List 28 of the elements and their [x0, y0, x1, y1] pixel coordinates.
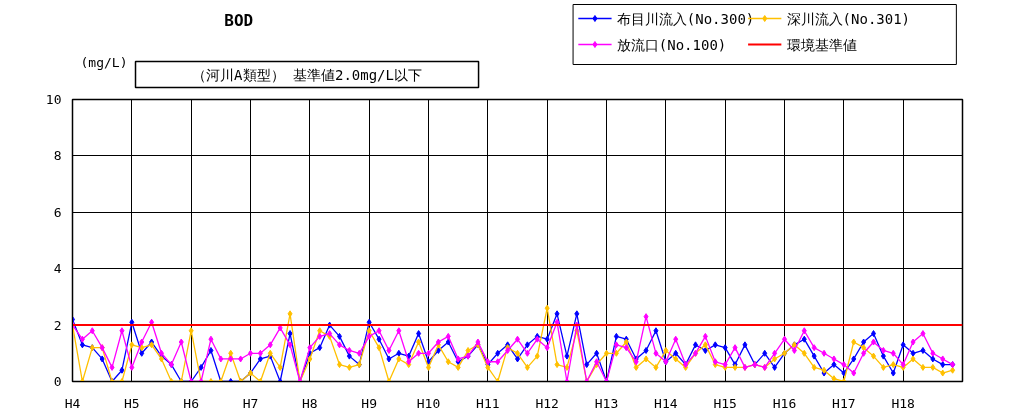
chart-title: BOD — [224, 11, 254, 30]
x-tick-label: H17 — [832, 395, 856, 411]
x-tick-label: H8 — [302, 395, 318, 411]
y-tick-label: 10 — [45, 92, 62, 107]
y-tick-label: 6 — [53, 204, 62, 220]
x-tick-label: H9 — [361, 395, 377, 411]
legend-label: 環境基準値 — [786, 36, 857, 53]
text: （河川A類型） 基準値2.0mg/L以下 — [192, 66, 422, 83]
legend-label: 布目川流入(No.300) — [616, 10, 755, 27]
x-tick-label: H15 — [713, 395, 737, 411]
x-tick-label: H10 — [416, 395, 441, 411]
y-tick-label: 4 — [53, 261, 62, 277]
y-axis-title: (mg/L) — [80, 55, 128, 70]
x-tick-label: H16 — [772, 395, 797, 411]
y-tick-label: 2 — [53, 317, 62, 333]
x-tick-label: H18 — [891, 395, 915, 411]
x-tick-label: H4 — [64, 395, 81, 411]
x-tick-label: H11 — [476, 395, 500, 411]
x-tick-label: H6 — [183, 395, 199, 411]
legend-label: 放流口(No.100) — [616, 36, 727, 53]
y-tick-label: 8 — [53, 148, 62, 164]
x-tick-label: H13 — [594, 395, 619, 411]
y-tick-label: 0 — [53, 374, 62, 389]
legend-label: 深川流入(No.301) — [786, 10, 911, 27]
x-tick-label: H12 — [535, 395, 559, 411]
x-tick-label: H5 — [124, 395, 140, 411]
x-tick-label: H14 — [654, 395, 678, 411]
x-tick-label: H7 — [242, 395, 259, 411]
